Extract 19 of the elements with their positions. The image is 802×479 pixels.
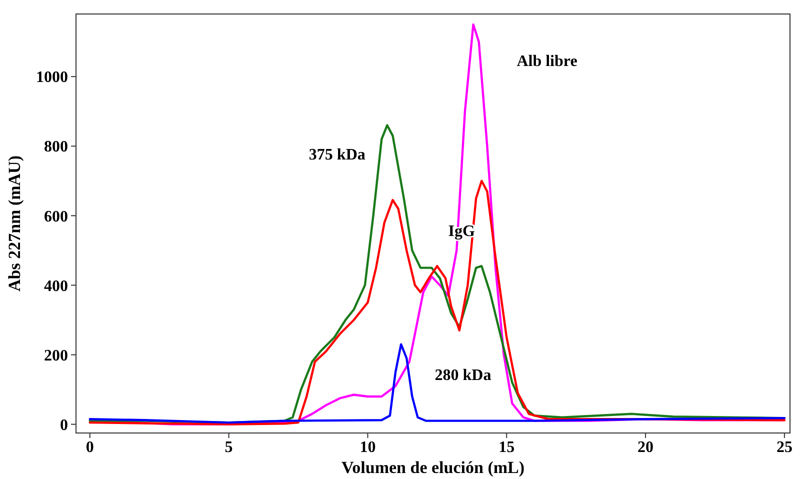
line-series <box>88 180 786 426</box>
x-tick-label: 25 <box>776 439 792 456</box>
annotation: Alb libre <box>516 53 578 70</box>
annotation: 375 kDa <box>308 146 366 164</box>
y-tick-label: 0 <box>60 416 68 434</box>
x-tick-label: 20 <box>638 439 654 456</box>
line-series <box>88 343 786 424</box>
annotation: 280 kDa <box>434 367 492 384</box>
x-tick-label: 5 <box>224 439 233 456</box>
y-axis-title: Abs 227nm (mAU) <box>5 156 24 292</box>
x-tick-label: 0 <box>86 439 94 456</box>
y-tick-label: 600 <box>44 208 68 226</box>
x-tick-label: 10 <box>360 439 376 456</box>
x-tick-label: 15 <box>498 439 515 456</box>
x-axis-title: Volumen de elución (mL) <box>341 458 525 477</box>
y-tick-label: 1000 <box>36 69 68 86</box>
y-tick-label: 400 <box>44 278 68 295</box>
y-tick-label: 800 <box>44 138 68 156</box>
y-tick-label: 200 <box>44 347 68 364</box>
